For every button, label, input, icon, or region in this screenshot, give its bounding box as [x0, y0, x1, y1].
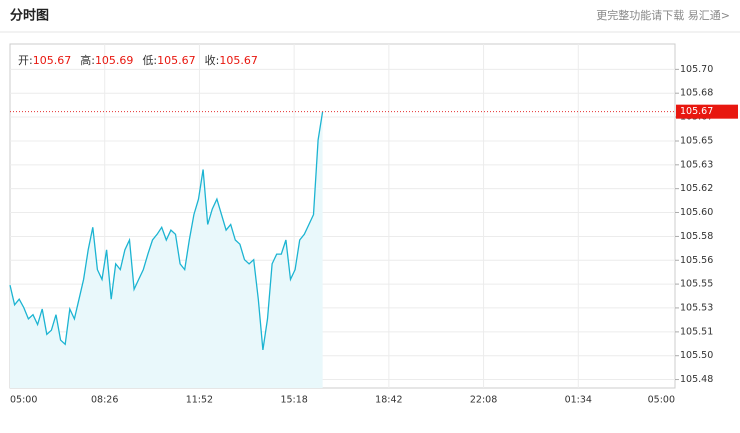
y-tick-label: 105.50: [680, 350, 713, 361]
x-tick-label: 08:26: [91, 395, 118, 406]
plot-frame: [9, 43, 676, 389]
y-tick-label: 105.62: [680, 183, 713, 194]
quote-value: 105.67: [157, 54, 196, 67]
y-tick-label: 105.63: [680, 159, 713, 170]
quote-label: 开:: [18, 54, 33, 67]
quote-value: 105.67: [33, 54, 72, 67]
page-title: 分时图: [10, 8, 49, 24]
x-tick-label: 18:42: [375, 395, 402, 406]
download-link[interactable]: 更完整功能请下载 易汇通>: [596, 8, 730, 22]
y-tick-label: 105.48: [680, 374, 713, 385]
price-line: [9, 111, 324, 350]
y-tick-label: 105.68: [680, 88, 713, 99]
x-tick-label: 15:18: [280, 395, 307, 406]
area-fill: [10, 111, 323, 388]
y-tick-label: 105.55: [680, 279, 713, 290]
x-tick-label: 11:52: [186, 395, 213, 406]
y-tick-label: 105.53: [680, 302, 713, 313]
quote-value: 105.69: [95, 54, 134, 67]
y-tick-label: 105.56: [680, 255, 713, 266]
x-tick-label: 05:00: [648, 395, 675, 406]
quote-label: 低:: [142, 54, 157, 67]
quote-label: 高:: [80, 53, 95, 67]
y-tick-label: 105.58: [680, 231, 713, 242]
y-tick-label: 105.51: [680, 326, 713, 337]
x-tick-label: 05:00: [10, 395, 37, 406]
current-price-label: 105.67: [680, 106, 713, 117]
quote-label: 收:: [205, 53, 220, 67]
y-tick-label: 105.70: [680, 64, 713, 75]
quote-value: 105.67: [219, 54, 258, 67]
y-tick-label: 105.65: [680, 135, 713, 146]
y-tick-label: 105.60: [680, 207, 713, 218]
x-tick-label: 22:08: [470, 395, 497, 406]
current-price-box: [676, 104, 738, 119]
x-tick-label: 01:34: [565, 395, 592, 406]
